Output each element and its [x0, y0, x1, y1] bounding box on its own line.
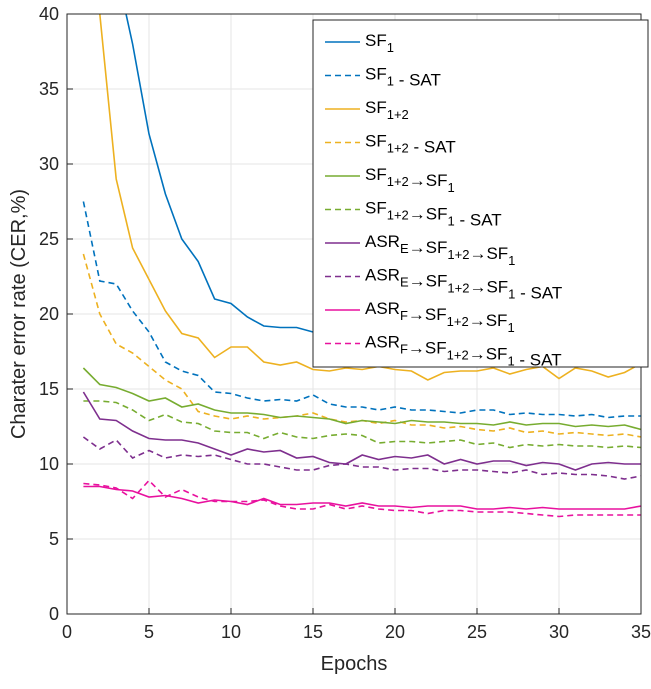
legend-label: SF1+2→SF1	[365, 165, 455, 195]
legend-label: SF1	[365, 31, 394, 55]
x-tick-label: 35	[631, 622, 651, 642]
y-tick-label: 5	[49, 529, 59, 549]
series-line	[82, 367, 641, 431]
x-tick-label: 5	[144, 622, 154, 642]
y-tick-label: 25	[39, 229, 59, 249]
series-line	[98, 14, 641, 381]
legend-label: ASRE→SF1+2→SF1	[365, 232, 515, 268]
series-line	[82, 391, 641, 471]
ticks: 0 5 10 15 20 25 30 35 0 5 10 15 20 25 30 35 40	[39, 4, 651, 642]
series-line	[82, 201, 641, 419]
x-tick-label: 0	[62, 622, 72, 642]
x-tick-label: 15	[303, 622, 323, 642]
y-tick-label: 35	[39, 79, 59, 99]
series-line	[83, 400, 641, 449]
legend-label: ASRF→SF1+2→SF1	[365, 299, 515, 335]
y-tick-label: 15	[39, 379, 59, 399]
legend-box	[312, 19, 649, 368]
y-tick-label: 40	[39, 4, 59, 24]
series-line	[82, 436, 641, 480]
y-axis-label: Charater error rate (CER,%)	[8, 189, 30, 439]
legend-label: SF1+2→SF1 - SAT	[365, 199, 502, 230]
x-axis-label: Epochs	[321, 653, 388, 675]
y-tick-label: 20	[39, 304, 59, 324]
y-tick-label: 30	[39, 154, 59, 174]
legend-label: ASRF→SF1+2→SF1 - SAT	[365, 333, 562, 370]
x-tick-label: 30	[549, 622, 569, 642]
legend: SF1 SF1 - SAT SF1+2 SF1+2 - SAT SF1+2→SF1 SF1…	[312, 19, 649, 370]
y-tick-label: 0	[49, 604, 59, 624]
legend-label: SF1 - SAT	[365, 65, 441, 90]
legend-label: ASRE→SF1+2→SF1 - SAT	[365, 266, 562, 303]
legend-label: SF1+2 - SAT	[365, 132, 456, 157]
x-tick-label: 10	[221, 622, 241, 642]
lines	[82, 14, 641, 518]
legend-label: SF1+2	[365, 98, 409, 122]
series-line	[83, 479, 641, 518]
y-tick-label: 10	[39, 454, 59, 474]
x-tick-label: 25	[467, 622, 487, 642]
x-tick-label: 20	[385, 622, 405, 642]
series-line	[83, 485, 641, 510]
